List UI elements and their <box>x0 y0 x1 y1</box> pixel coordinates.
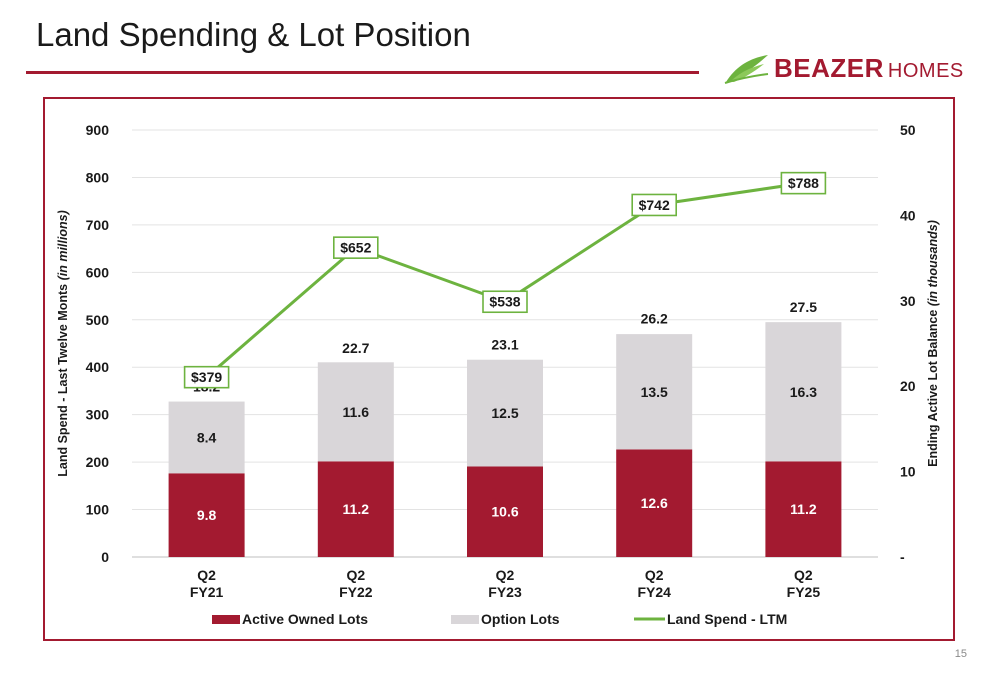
bar-active-owned-lots <box>467 466 543 557</box>
legend-label-land-spend: Land Spend - LTM <box>667 611 787 627</box>
beazer-homes-logo: BEAZER HOMES <box>724 50 974 88</box>
y2-tick-label: 50 <box>900 122 916 138</box>
y-tick-label: 700 <box>86 217 110 233</box>
x-tick-label: FY22 <box>339 584 373 600</box>
line-point-label: $742 <box>639 197 670 213</box>
line-point-label-box <box>482 290 528 314</box>
line-point-label: $538 <box>489 294 520 310</box>
bar-total-label: 26.2 <box>641 310 668 326</box>
bar-option-lots <box>616 334 693 450</box>
y2-tick-label: 40 <box>900 207 916 223</box>
y2-tick-label: 10 <box>900 464 916 480</box>
x-tick-label: Q2 <box>496 567 515 583</box>
x-tick-label: Q2 <box>645 567 664 583</box>
bar-option-lots <box>317 362 394 462</box>
y-tick-label: 200 <box>86 454 110 470</box>
bar-label-active-owned: 10.6 <box>491 504 518 520</box>
x-tick-label: FY21 <box>190 584 224 600</box>
line-point-label-box <box>780 171 827 195</box>
bar-active-owned-lots <box>168 473 245 557</box>
bar-active-owned-lots <box>616 449 693 557</box>
bar-label-option: 8.4 <box>197 429 217 445</box>
bar-total-label: 23.1 <box>491 337 518 353</box>
y-tick-label: 400 <box>86 359 110 375</box>
bar-label-active-owned: 11.2 <box>790 501 817 517</box>
bar-active-owned-lots <box>765 461 842 557</box>
line-point-label-box <box>183 365 230 389</box>
land-spend-chart: 0 100 200 300 400 500 600 700 800 900 - 10 20 30 40 50 L… <box>56 122 940 627</box>
y-tick-label: 100 <box>86 502 110 518</box>
x-tick-label: Q2 <box>346 567 365 583</box>
x-tick-label: FY24 <box>637 584 671 600</box>
y-tick-label: 300 <box>86 407 110 423</box>
x-tick-label: FY23 <box>488 584 522 600</box>
legend-label-active-owned: Active Owned Lots <box>242 611 368 627</box>
y-tick-label: 0 <box>101 549 109 565</box>
bar-label-option: 16.3 <box>790 384 817 400</box>
legend-swatch-option <box>451 615 479 624</box>
y2-tick-label: 30 <box>900 293 916 309</box>
bar-label-option: 12.5 <box>491 405 518 421</box>
bar-label-active-owned: 11.2 <box>343 501 370 517</box>
bar-label-active-owned: 9.8 <box>197 507 217 523</box>
y-tick-label: 600 <box>86 264 110 280</box>
bar-label-active-owned: 12.6 <box>641 495 668 511</box>
logo-wordmark-light: HOMES <box>887 60 964 82</box>
leaf-logo-icon <box>724 55 769 84</box>
line-point-label: $652 <box>340 240 371 256</box>
bar-total-label: 22.7 <box>342 340 369 356</box>
title-divider <box>26 71 699 74</box>
legend-swatch-active-owned <box>212 615 240 624</box>
x-tick-label: FY25 <box>787 584 821 600</box>
bar-active-owned-lots <box>317 461 394 557</box>
y-tick-label: 900 <box>86 122 110 138</box>
y-tick-label: 500 <box>86 312 110 328</box>
x-tick-label: Q2 <box>197 567 216 583</box>
bar-label-option: 11.6 <box>343 404 370 420</box>
y2-axis-title: Ending Active Lot Balance (in thousands) <box>926 220 940 467</box>
line-point-label: $379 <box>191 369 222 385</box>
bar-label-option: 13.5 <box>641 384 668 400</box>
page-number: 15 <box>954 648 967 660</box>
line-point-label-box <box>332 236 379 259</box>
legend-label-option: Option Lots <box>481 611 560 627</box>
y2-tick-label: 20 <box>900 378 916 394</box>
line-point-label: $788 <box>788 175 819 191</box>
y-axis-title: Land Spend - Last Twelve Monts (in milli… <box>56 210 70 476</box>
y2-tick-label: - <box>900 549 905 565</box>
bar-total-label: 27.5 <box>790 299 817 315</box>
bar-option-lots <box>168 401 245 474</box>
x-tick-label: Q2 <box>794 567 813 583</box>
line-point-label-box <box>631 193 678 217</box>
y-tick-label: 800 <box>86 169 110 185</box>
logo-wordmark-bold: BEAZER <box>774 53 884 83</box>
page-title: Land Spending & Lot Position <box>36 16 471 53</box>
chart-frame: 0 100 200 300 400 500 600 700 800 900 - 10 20 30 40 50 L… <box>43 97 955 641</box>
bar-option-lots <box>467 359 543 467</box>
bar-option-lots <box>765 322 842 462</box>
